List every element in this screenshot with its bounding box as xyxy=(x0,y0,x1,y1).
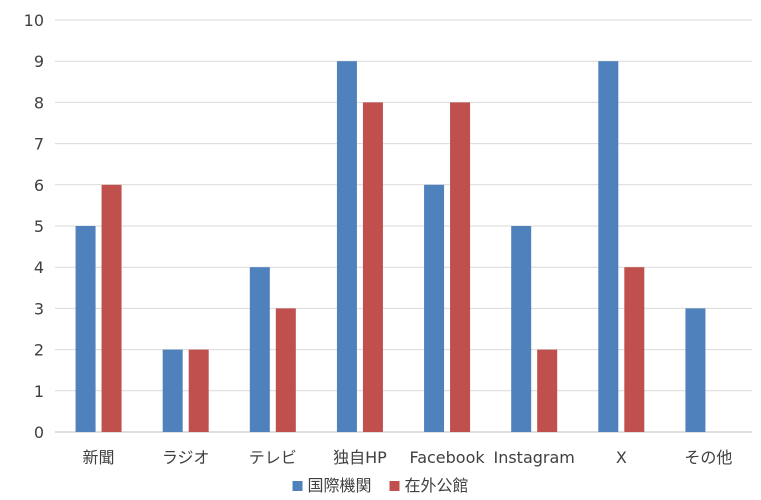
y-tick-label: 7 xyxy=(34,135,44,154)
y-tick-label: 3 xyxy=(34,299,44,318)
y-tick-label: 8 xyxy=(34,93,44,112)
bar-series-2 xyxy=(624,267,645,432)
x-category-label: ラジオ xyxy=(162,448,210,467)
gridlines xyxy=(55,19,752,433)
legend-label: 国際機関 xyxy=(307,476,371,495)
x-category-label: Instagram xyxy=(493,448,574,467)
bar-series-1 xyxy=(598,61,619,432)
x-category-label: X xyxy=(616,448,627,467)
bar-series-2 xyxy=(537,349,558,432)
legend-label: 在外公館 xyxy=(405,476,469,495)
bar-series-1 xyxy=(162,349,183,432)
bar-series-1 xyxy=(685,308,706,432)
x-category-label: テレビ xyxy=(249,448,297,467)
x-category-label: その他 xyxy=(684,448,732,467)
bar-series-2 xyxy=(450,102,471,433)
bar-series-2 xyxy=(101,184,122,432)
legend-swatch xyxy=(292,481,303,491)
y-tick-label: 6 xyxy=(34,176,44,195)
x-axis-categories: 新聞 ラジオ テレビ 独自HP Facebook Instagram X その他 xyxy=(83,448,733,467)
bar-series-1 xyxy=(336,61,357,432)
y-tick-label: 5 xyxy=(34,217,44,236)
bar-series-2 xyxy=(362,102,383,433)
bar-series-2 xyxy=(275,308,296,432)
bar-series-2 xyxy=(188,349,209,432)
legend: 国際機関 在外公館 xyxy=(292,476,469,495)
x-category-label: Facebook xyxy=(409,448,485,467)
x-category-label: 新聞 xyxy=(83,448,115,467)
x-category-label: 独自HP xyxy=(333,448,387,467)
y-tick-label: 9 xyxy=(34,52,44,71)
bar-series-1 xyxy=(75,226,96,432)
bar-series-1 xyxy=(249,267,270,432)
legend-swatch xyxy=(389,481,400,491)
bar-series-1 xyxy=(511,226,532,432)
bar-series-1 xyxy=(424,184,445,432)
y-tick-label: 10 xyxy=(24,11,44,30)
bars xyxy=(75,61,706,433)
y-tick-label: 2 xyxy=(34,341,44,360)
y-tick-label: 4 xyxy=(34,258,44,277)
y-axis-ticks: 0 1 2 3 4 5 6 7 8 9 10 xyxy=(24,11,44,442)
y-tick-label: 0 xyxy=(34,423,44,442)
y-tick-label: 1 xyxy=(34,382,44,401)
